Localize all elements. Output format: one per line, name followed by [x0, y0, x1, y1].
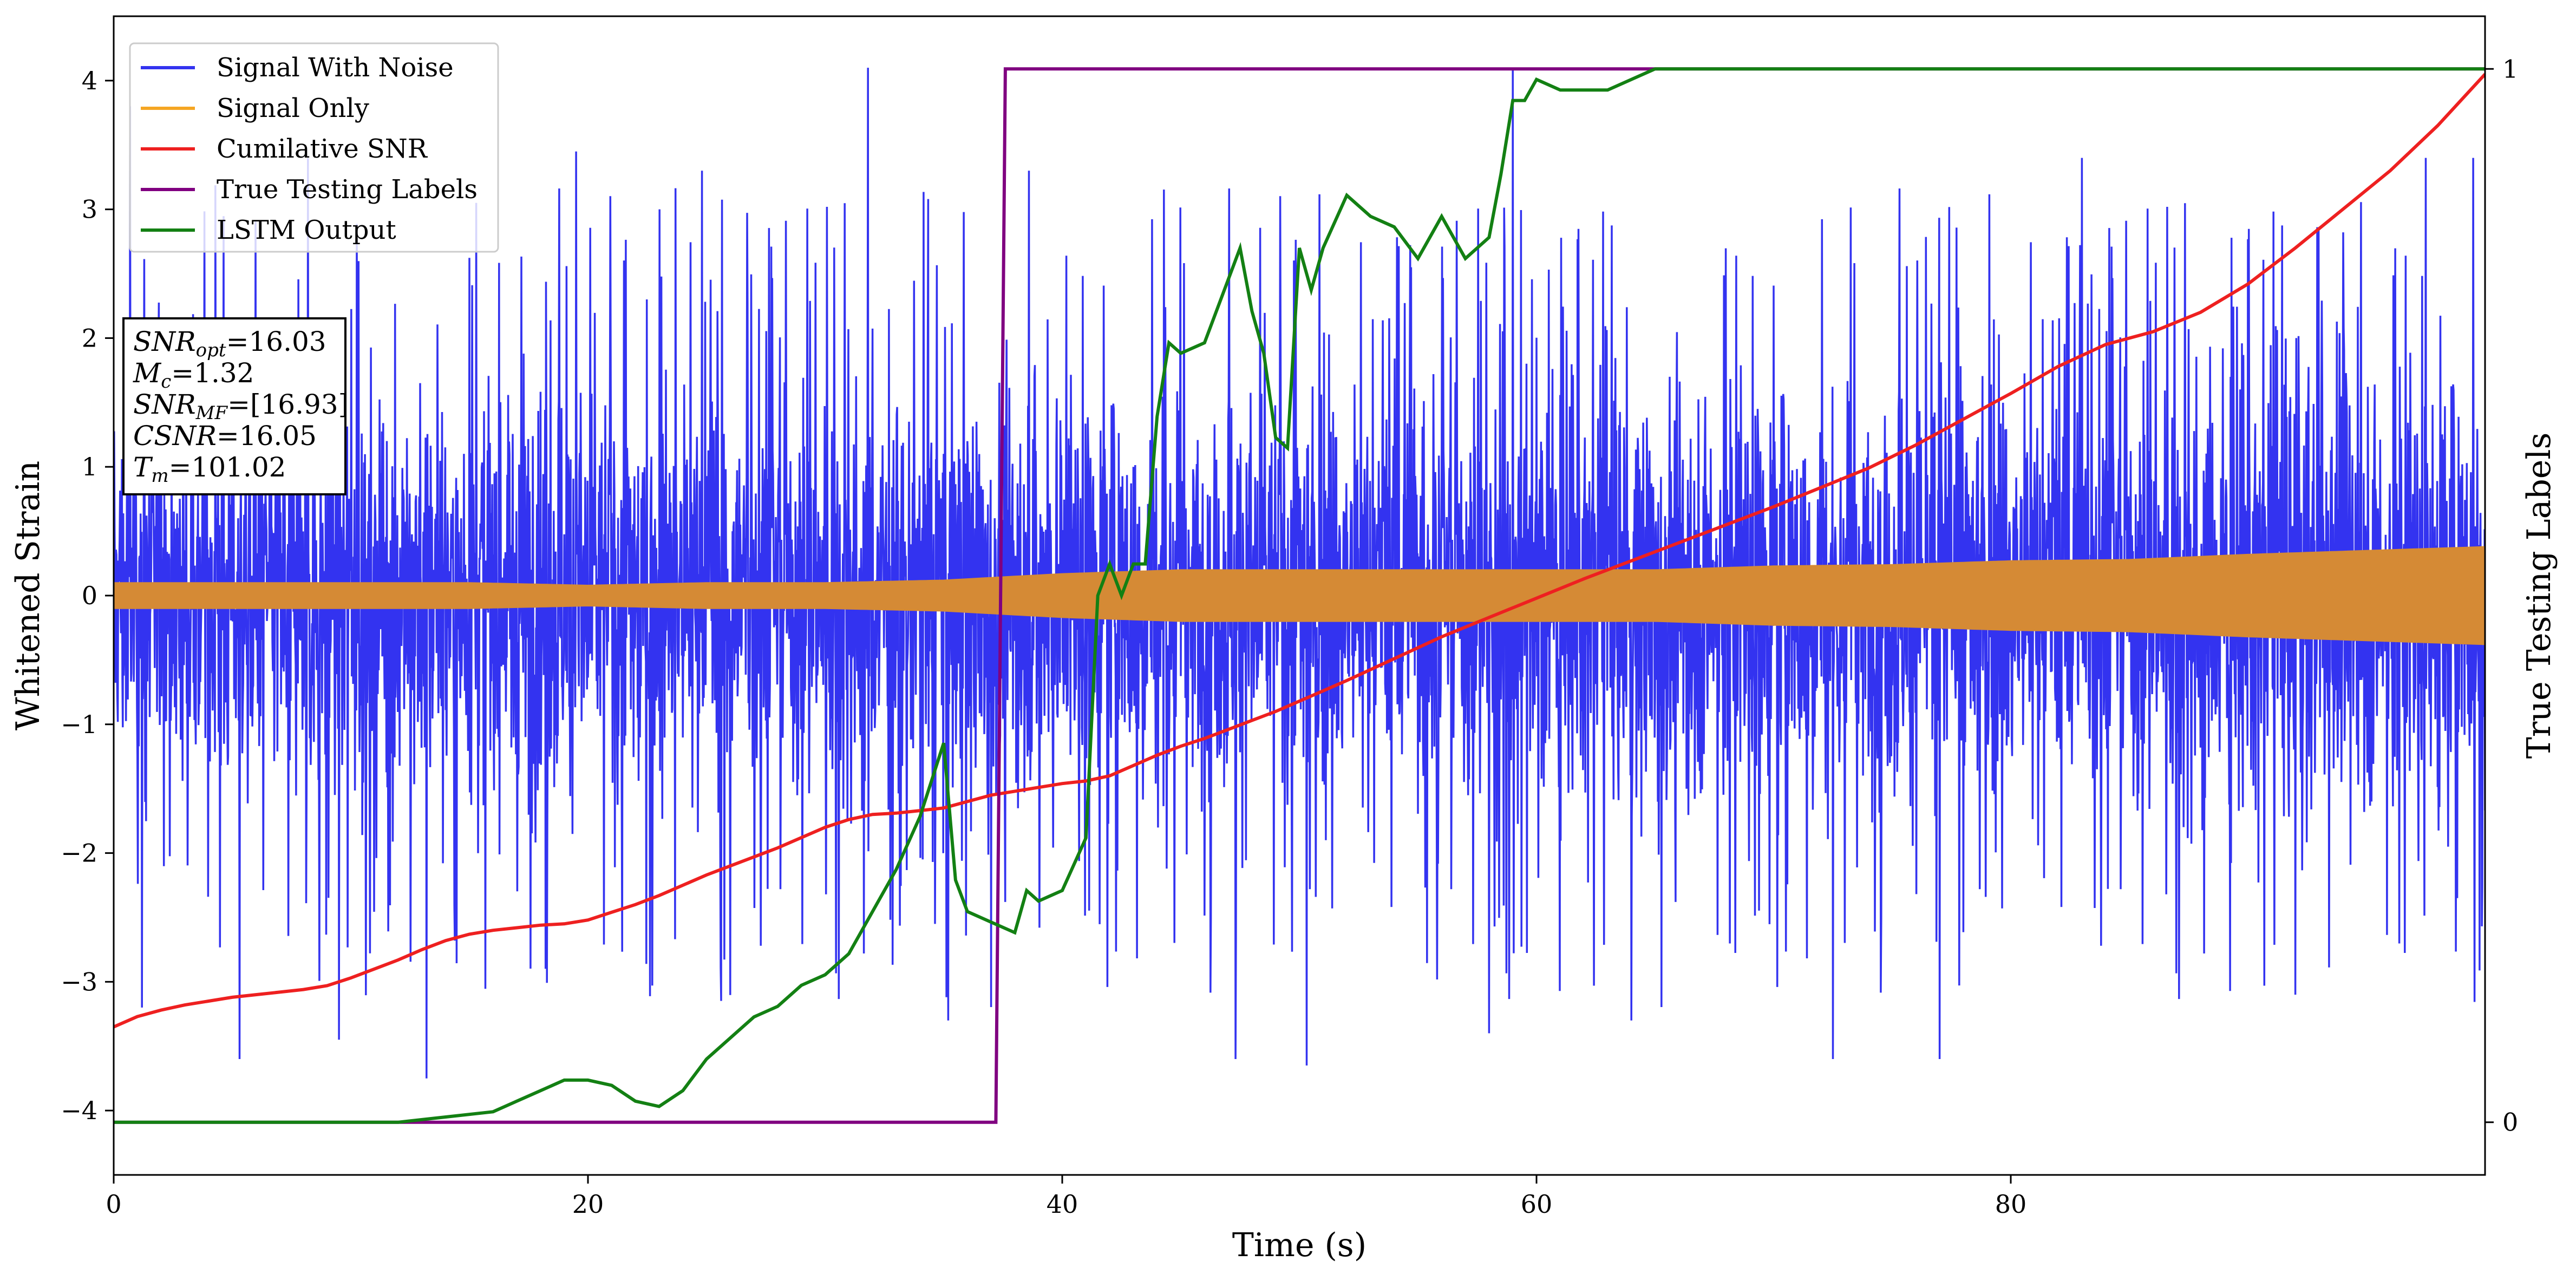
series-signal-with-noise	[114, 68, 2485, 1079]
x-tick-label: 20	[572, 1190, 604, 1219]
legend-label: Signal Only	[217, 93, 369, 123]
series-signal-only	[114, 546, 2485, 645]
y-tick-label: 3	[82, 195, 97, 224]
plot-area	[114, 67, 2485, 1124]
annotation-line: SNRopt=16.03	[133, 326, 326, 361]
y2-axis: 01	[2485, 54, 2518, 1137]
series-cumilative-snr	[114, 73, 2485, 1029]
legend-label: Signal With Noise	[217, 53, 454, 83]
legend: Signal With Noise Signal Only Cumilative S…	[129, 42, 499, 253]
x-tick-label: 60	[1521, 1190, 1553, 1219]
annotation-line: CSNR=16.05	[133, 420, 317, 452]
annotation-symbol: M	[133, 357, 162, 389]
y-tick-label: −1	[61, 710, 97, 739]
legend-label: LSTM Output	[217, 215, 396, 245]
annotation-line: Mc=1.32	[133, 357, 254, 393]
annotation-subscript: MF	[195, 402, 228, 424]
y-tick-label: −2	[61, 839, 97, 868]
annotation-symbol: CSNR	[133, 420, 217, 452]
y-axis: −4 −3 −2 −1 0 1 2 3 4	[61, 66, 114, 1125]
annotation-subscript: c	[161, 371, 171, 393]
annotation-value: =101.02	[169, 452, 286, 483]
annotation-line: SNRMF=[16.93]	[133, 389, 349, 424]
y-tick-label: 1	[82, 452, 97, 481]
y-tick-label: −3	[61, 967, 97, 996]
y-tick-label: −4	[61, 1096, 97, 1125]
y2-axis-title: True Testing Labels	[2520, 433, 2558, 759]
annotation-value: =[16.93]	[227, 389, 349, 420]
x-axis-title: Time (s)	[1232, 1226, 1367, 1264]
annotation-symbol: SNR	[133, 389, 196, 420]
annotation-box: SNRopt=16.03Mc=1.32SNRMF=[16.93]CSNR=16.…	[122, 317, 349, 495]
annotation-symbol: SNR	[133, 326, 196, 357]
annotation-frame	[122, 317, 346, 495]
y-tick-label: 0	[82, 581, 97, 610]
annotation-value: =1.32	[171, 357, 254, 389]
y-tick-label: 2	[82, 323, 97, 352]
y2-tick-label: 1	[2502, 54, 2518, 83]
y2-tick-label: 0	[2502, 1108, 2518, 1137]
annotation-line: Tm=101.02	[133, 452, 286, 487]
annotation-value: =16.05	[217, 420, 317, 452]
annotation-symbol: T	[133, 452, 153, 483]
annotation-subscript: opt	[196, 339, 226, 361]
x-axis: 0 20 40 60 80	[106, 1175, 2026, 1219]
annotation-subscript: m	[151, 465, 168, 487]
y-axis-title: Whitened Strain	[9, 461, 47, 730]
x-tick-label: 80	[1995, 1190, 2027, 1219]
legend-label: True Testing Labels	[217, 174, 478, 205]
x-tick-label: 0	[106, 1190, 121, 1219]
legend-frame	[129, 42, 499, 253]
legend-label: Cumilative SNR	[217, 134, 428, 164]
x-tick-label: 40	[1047, 1190, 1078, 1219]
series-lstm-output	[114, 67, 2485, 1124]
y-tick-label: 4	[82, 66, 97, 95]
annotation-value: =16.03	[226, 326, 326, 357]
